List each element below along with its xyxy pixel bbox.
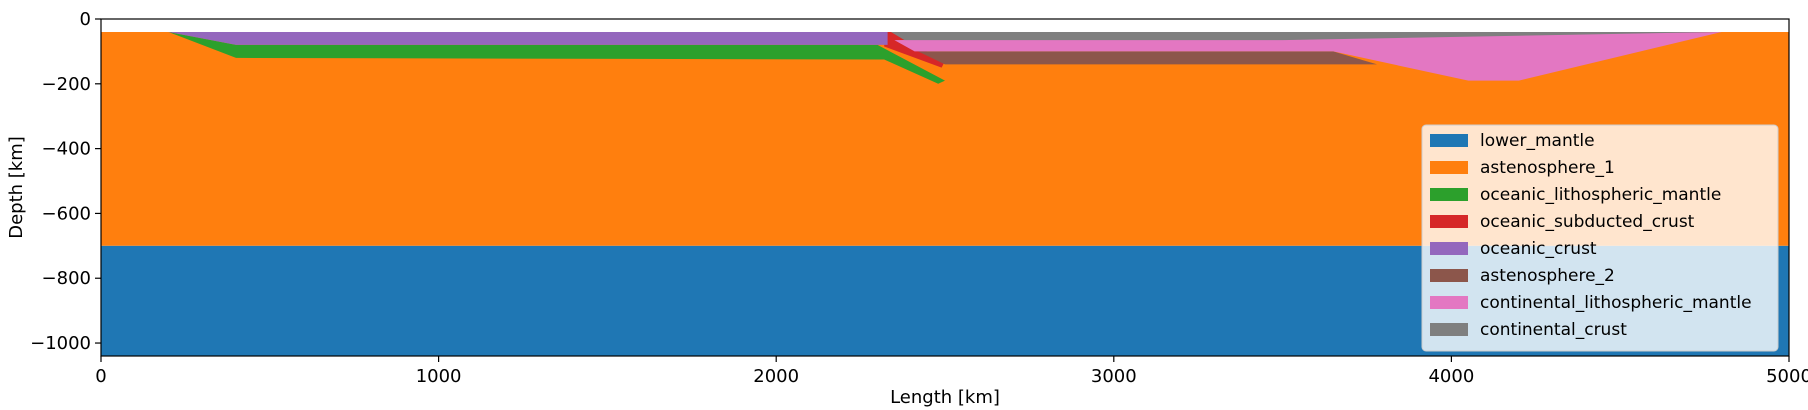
area-continental-crust [891, 32, 1722, 41]
y-tick-label: −400 [42, 139, 91, 160]
area-oceanic-crust [168, 32, 888, 45]
legend-label: astenosphere_1 [1480, 158, 1615, 178]
area-oceanic-lithospheric-mantle [168, 32, 945, 84]
x-tick-label: 1000 [416, 366, 462, 387]
legend-swatch [1430, 242, 1468, 255]
x-tick-label: 0 [95, 366, 106, 387]
y-tick-label: 0 [80, 9, 91, 30]
legend-box [1421, 124, 1779, 352]
x-axis-label: Length [km] [890, 387, 1000, 408]
area-lower-mantle [101, 245, 1789, 356]
legend-swatch [1430, 215, 1468, 228]
legend-swatch [1430, 269, 1468, 282]
plot-areas [101, 32, 1789, 356]
area-astenosphere-1 [101, 32, 1789, 246]
y-axis-label: Depth [km] [6, 136, 27, 239]
x-axis: 0 1000 2000 3000 4000 5000 [95, 356, 1808, 387]
y-tick-label: −600 [42, 203, 91, 224]
y-tick-label: −800 [42, 268, 91, 289]
legend-swatch [1430, 188, 1468, 201]
area-astenosphere-2 [918, 51, 1378, 65]
legend-label: oceanic_lithospheric_mantle [1480, 185, 1721, 205]
legend-label: oceanic_subducted_crust [1480, 212, 1695, 232]
x-tick-label: 5000 [1766, 366, 1808, 387]
legend-swatch [1430, 134, 1468, 147]
area-continental-lithospheric-mantle [894, 32, 1722, 81]
legend-label: oceanic_crust [1480, 239, 1597, 259]
legend-swatch [1430, 323, 1468, 336]
legend: lower_mantle astenosphere_1 oceanic_lithos… [1421, 124, 1779, 352]
legend-swatch [1430, 296, 1468, 309]
plot-frame [100, 18, 1790, 357]
legend-label: continental_lithospheric_mantle [1480, 293, 1752, 313]
legend-label: lower_mantle [1480, 131, 1595, 151]
y-axis: 0 −200 −400 −600 −800 −1000 [30, 9, 101, 354]
legend-label: continental_crust [1480, 320, 1627, 340]
x-tick-label: 3000 [1091, 366, 1137, 387]
legend-label: astenosphere_2 [1480, 266, 1615, 286]
x-tick-label: 2000 [753, 366, 799, 387]
legend-swatch [1430, 161, 1468, 174]
y-tick-label: −1000 [30, 333, 91, 354]
y-tick-label: −200 [42, 74, 91, 95]
x-tick-label: 4000 [1428, 366, 1474, 387]
